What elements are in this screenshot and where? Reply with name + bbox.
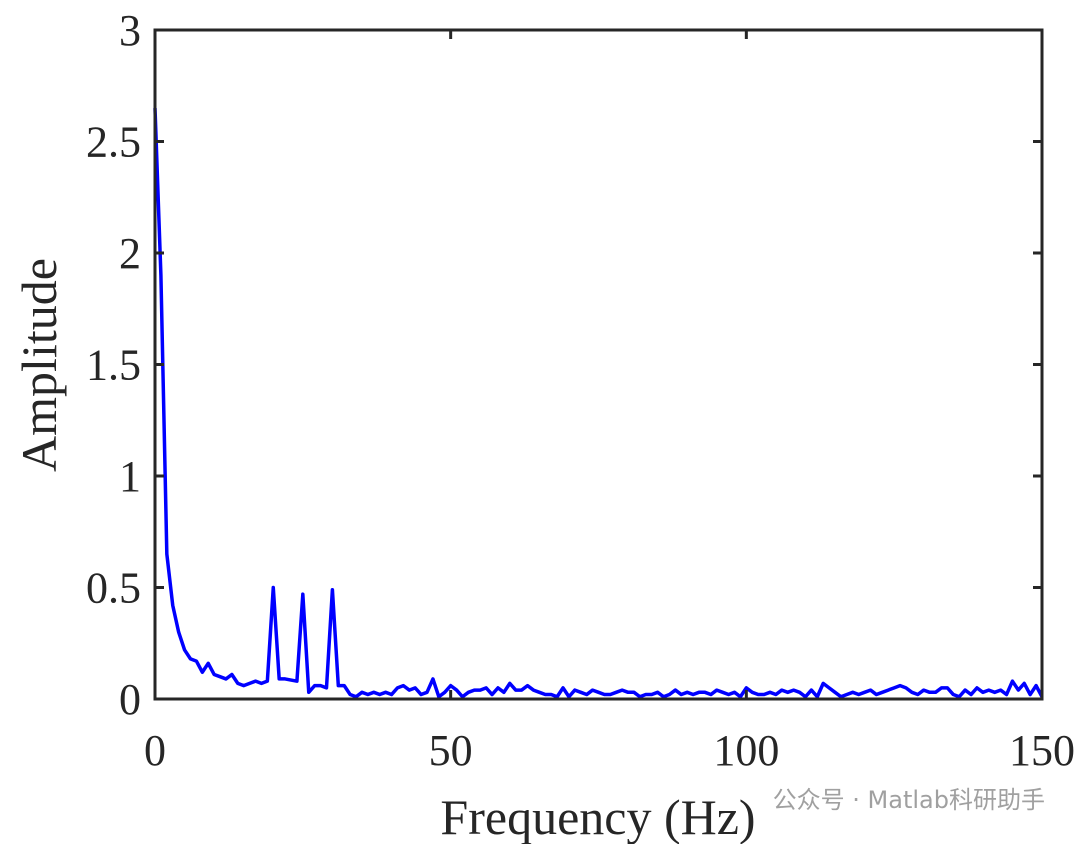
y-tick-label: 0.5	[86, 564, 141, 613]
y-tick-label: 3	[119, 6, 141, 55]
x-tick-label: 50	[429, 726, 473, 775]
x-tick-label: 150	[1009, 726, 1075, 775]
y-tick-label: 2	[119, 229, 141, 278]
y-tick-label: 1.5	[86, 341, 141, 390]
watermark: 公众号 · Matlab科研助手	[773, 786, 1045, 814]
y-tick-label: 1	[119, 452, 141, 501]
data-line	[153, 107, 1044, 699]
y-axis-label: Amplitude	[11, 258, 67, 472]
y-tick-label: 2.5	[86, 118, 141, 167]
x-tick-label: 100	[713, 726, 779, 775]
x-axis-label: Frequency (Hz)	[440, 789, 755, 844]
x-tick-label: 0	[144, 726, 166, 775]
y-tick-label: 0	[119, 675, 141, 724]
